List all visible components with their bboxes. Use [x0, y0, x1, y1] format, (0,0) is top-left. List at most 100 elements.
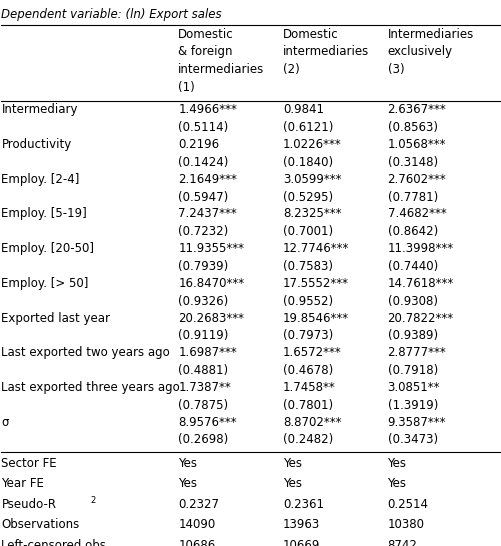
Text: (0.7918): (0.7918) [387, 364, 438, 377]
Text: 8742: 8742 [387, 539, 417, 546]
Text: 1.0226***: 1.0226*** [283, 138, 342, 151]
Text: 11.9355***: 11.9355*** [178, 242, 244, 255]
Text: 14.7618***: 14.7618*** [387, 277, 454, 290]
Text: Intermediaries: Intermediaries [387, 28, 474, 40]
Text: 14090: 14090 [178, 518, 215, 531]
Text: (0.9308): (0.9308) [387, 295, 437, 307]
Text: 9.3587***: 9.3587*** [387, 416, 446, 429]
Text: (0.3473): (0.3473) [387, 434, 438, 447]
Text: Domestic: Domestic [283, 28, 339, 40]
Text: 20.2683***: 20.2683*** [178, 312, 244, 324]
Text: 0.2361: 0.2361 [283, 498, 324, 511]
Text: Yes: Yes [387, 457, 406, 470]
Text: 1.6572***: 1.6572*** [283, 346, 342, 359]
Text: 8.2325***: 8.2325*** [283, 207, 341, 221]
Text: 1.6987***: 1.6987*** [178, 346, 237, 359]
Text: 16.8470***: 16.8470*** [178, 277, 244, 290]
Text: 3.0851**: 3.0851** [387, 381, 440, 394]
Text: (0.7939): (0.7939) [178, 260, 228, 273]
Text: (2): (2) [283, 63, 300, 76]
Text: 0.2514: 0.2514 [387, 498, 428, 511]
Text: (0.8563): (0.8563) [387, 121, 437, 134]
Text: (1): (1) [178, 81, 195, 94]
Text: Pseudo-R: Pseudo-R [2, 498, 57, 511]
Text: 0.2327: 0.2327 [178, 498, 219, 511]
Text: (0.1840): (0.1840) [283, 156, 333, 169]
Text: intermediaries: intermediaries [283, 45, 369, 58]
Text: 1.4966***: 1.4966*** [178, 103, 237, 116]
Text: 1.0568***: 1.0568*** [387, 138, 446, 151]
Text: 8.8702***: 8.8702*** [283, 416, 341, 429]
Text: 20.7822***: 20.7822*** [387, 312, 453, 324]
Text: (0.9552): (0.9552) [283, 295, 333, 307]
Text: (0.6121): (0.6121) [283, 121, 333, 134]
Text: Observations: Observations [2, 518, 80, 531]
Text: Last exported three years ago: Last exported three years ago [2, 381, 180, 394]
Text: 7.2437***: 7.2437*** [178, 207, 237, 221]
Text: 10686: 10686 [178, 539, 215, 546]
Text: 3.0599***: 3.0599*** [283, 173, 341, 186]
Text: 1.7387**: 1.7387** [178, 381, 231, 394]
Text: Yes: Yes [283, 477, 302, 490]
Text: (0.2482): (0.2482) [283, 434, 333, 447]
Text: (0.4881): (0.4881) [178, 364, 228, 377]
Text: 2: 2 [90, 496, 96, 505]
Text: Productivity: Productivity [2, 138, 72, 151]
Text: (0.7583): (0.7583) [283, 260, 333, 273]
Text: (3): (3) [387, 63, 404, 76]
Text: Year FE: Year FE [2, 477, 44, 490]
Text: (0.7781): (0.7781) [387, 191, 438, 204]
Text: (0.1424): (0.1424) [178, 156, 228, 169]
Text: exclusively: exclusively [387, 45, 452, 58]
Text: (0.7875): (0.7875) [178, 399, 228, 412]
Text: 12.7746***: 12.7746*** [283, 242, 349, 255]
Text: (0.2698): (0.2698) [178, 434, 228, 447]
Text: (0.7973): (0.7973) [283, 329, 333, 342]
Text: (0.7440): (0.7440) [387, 260, 438, 273]
Text: Employ. [20-50]: Employ. [20-50] [2, 242, 94, 255]
Text: 0.2196: 0.2196 [178, 138, 219, 151]
Text: Employ. [5-19]: Employ. [5-19] [2, 207, 87, 221]
Text: (0.7801): (0.7801) [283, 399, 333, 412]
Text: (0.9389): (0.9389) [387, 329, 438, 342]
Text: 7.4682***: 7.4682*** [387, 207, 446, 221]
Text: (0.8642): (0.8642) [387, 225, 438, 238]
Text: (1.3919): (1.3919) [387, 399, 438, 412]
Text: 2.6367***: 2.6367*** [387, 103, 446, 116]
Text: 2.8777***: 2.8777*** [387, 346, 446, 359]
Text: (0.9326): (0.9326) [178, 295, 228, 307]
Text: 10669: 10669 [283, 539, 320, 546]
Text: Employ. [> 50]: Employ. [> 50] [2, 277, 89, 290]
Text: (0.5947): (0.5947) [178, 191, 228, 204]
Text: (0.9119): (0.9119) [178, 329, 228, 342]
Text: Employ. [2-4]: Employ. [2-4] [2, 173, 80, 186]
Text: (0.7232): (0.7232) [178, 225, 228, 238]
Text: 17.5552***: 17.5552*** [283, 277, 349, 290]
Text: Yes: Yes [178, 457, 197, 470]
Text: Yes: Yes [387, 477, 406, 490]
Text: 13963: 13963 [283, 518, 320, 531]
Text: (0.3148): (0.3148) [387, 156, 438, 169]
Text: 2.1649***: 2.1649*** [178, 173, 237, 186]
Text: Left-censored obs.: Left-censored obs. [2, 539, 110, 546]
Text: 10380: 10380 [387, 518, 424, 531]
Text: (0.4678): (0.4678) [283, 364, 333, 377]
Text: intermediaries: intermediaries [178, 63, 265, 76]
Text: Dependent variable: (ln) Export sales: Dependent variable: (ln) Export sales [2, 8, 222, 21]
Text: Domestic: Domestic [178, 28, 234, 40]
Text: 0.9841: 0.9841 [283, 103, 324, 116]
Text: 2.7602***: 2.7602*** [387, 173, 446, 186]
Text: Yes: Yes [178, 477, 197, 490]
Text: Yes: Yes [283, 457, 302, 470]
Text: 19.8546***: 19.8546*** [283, 312, 349, 324]
Text: & foreign: & foreign [178, 45, 233, 58]
Text: Exported last year: Exported last year [2, 312, 110, 324]
Text: 8.9576***: 8.9576*** [178, 416, 237, 429]
Text: (0.5295): (0.5295) [283, 191, 333, 204]
Text: (0.5114): (0.5114) [178, 121, 228, 134]
Text: Intermediary: Intermediary [2, 103, 78, 116]
Text: 1.7458**: 1.7458** [283, 381, 336, 394]
Text: Sector FE: Sector FE [2, 457, 57, 470]
Text: (0.7001): (0.7001) [283, 225, 333, 238]
Text: 11.3998***: 11.3998*** [387, 242, 453, 255]
